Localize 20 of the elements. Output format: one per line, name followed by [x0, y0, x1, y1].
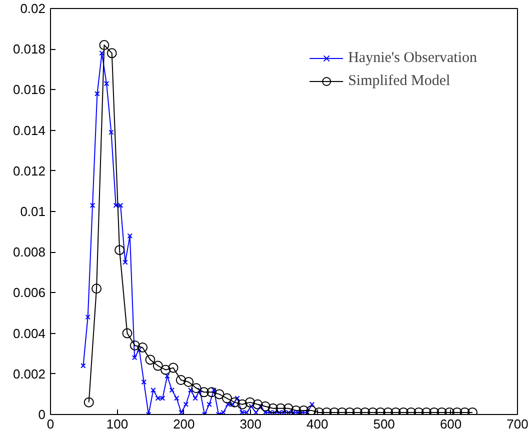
x-tick-label: 100 [106, 416, 128, 432]
y-tick-label: 0.018 [12, 42, 46, 57]
x-tick-label: 700 [506, 416, 528, 432]
y-tick-label: 0.014 [12, 122, 46, 138]
x-tick-label: 600 [440, 416, 462, 432]
y-tick-label: 0.008 [12, 244, 46, 260]
legend-label: Simplifed Model [348, 72, 450, 90]
y-tick-label: 0.012 [12, 163, 46, 178]
y-tick-label: 0.006 [12, 285, 46, 300]
legend-label: Haynie's Observation [348, 50, 477, 66]
y-tick-label: 0.004 [12, 326, 46, 341]
y-tick-label: 0.002 [12, 366, 46, 382]
x-tick-label: 300 [240, 416, 262, 432]
y-tick-label: 0.02 [20, 1, 46, 16]
x-tick-label: 500 [373, 416, 395, 432]
y-tick-label: 0 [38, 407, 46, 422]
x-tick-label: 400 [306, 416, 328, 432]
y-tick-label: 0.016 [12, 82, 46, 98]
y-tick-label: 0.01 [20, 204, 46, 219]
x-tick-label: 200 [173, 416, 195, 432]
